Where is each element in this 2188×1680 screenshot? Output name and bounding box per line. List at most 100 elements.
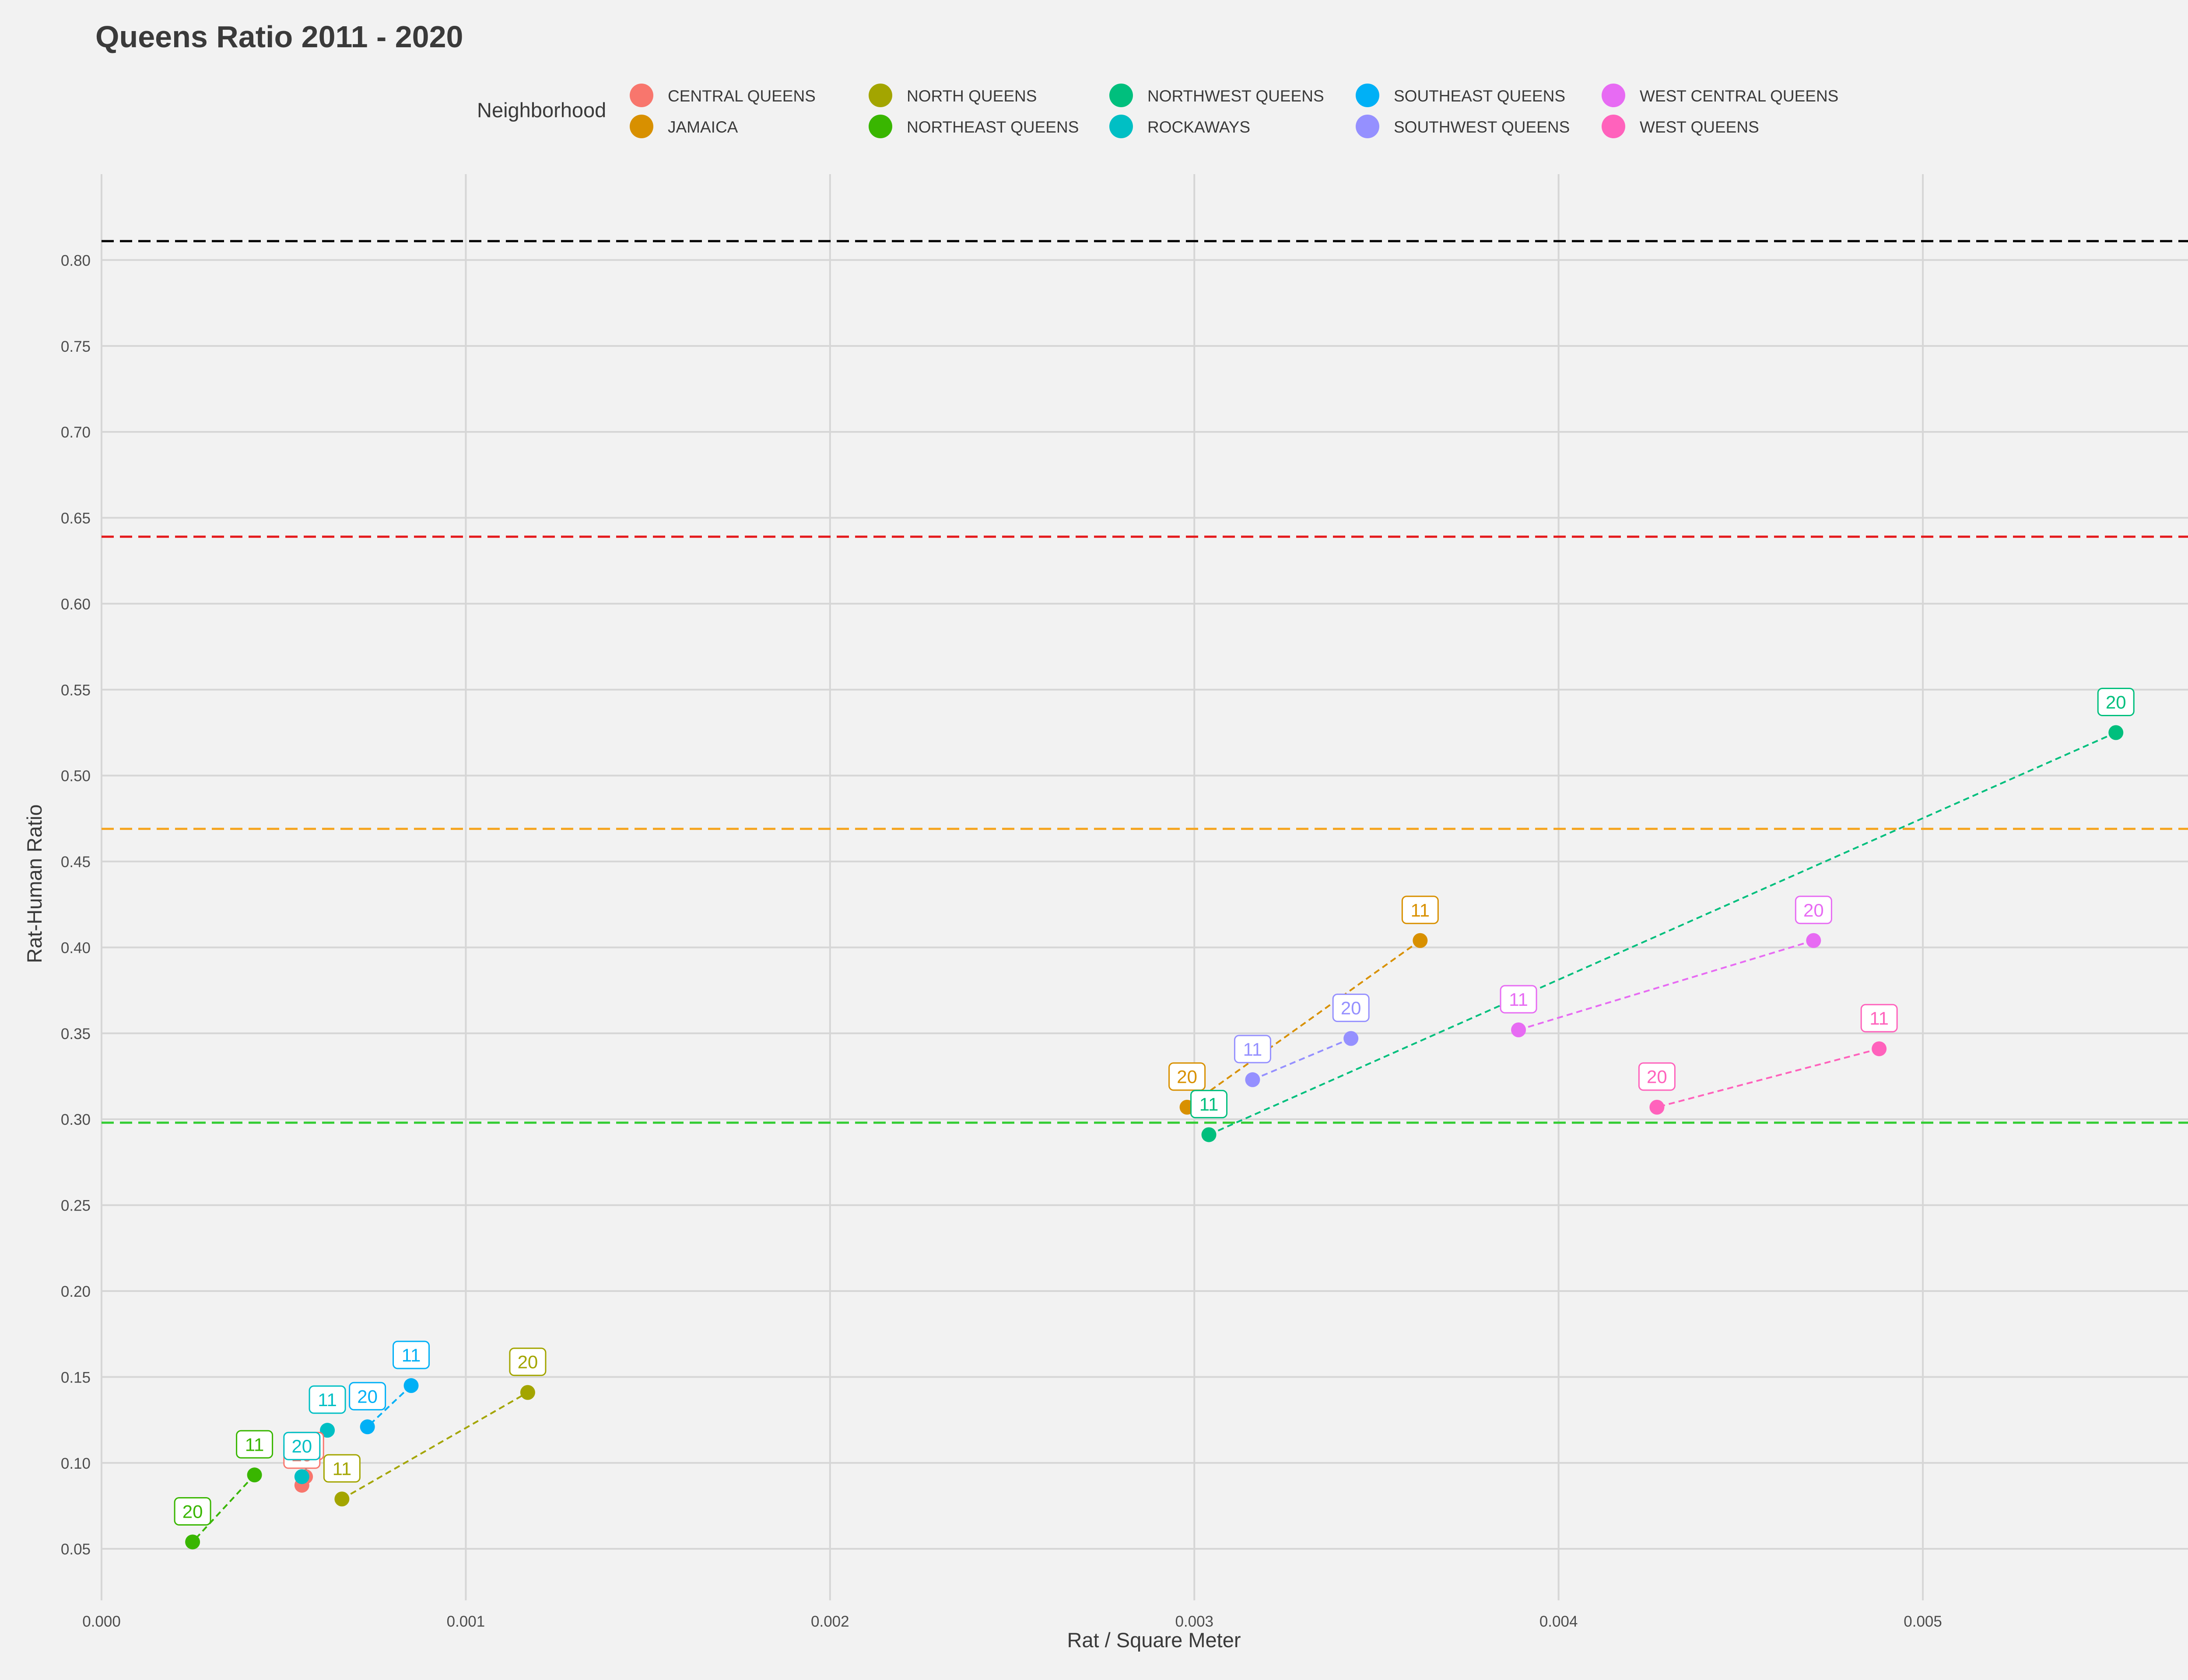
data-point <box>1511 1022 1526 1037</box>
legend-item: WEST QUEENS <box>1602 115 1759 138</box>
x-axis-ticks: 0.000 0.001 0.002 0.003 0.004 0.005 <box>82 1613 1942 1630</box>
legend-key <box>869 84 892 107</box>
data-point <box>1343 1031 1359 1046</box>
legend-label: NORTH QUEENS <box>907 87 1037 105</box>
y-tick-label: 0.60 <box>61 596 91 613</box>
legend-key <box>1109 84 1133 107</box>
y-tick-label: 0.70 <box>61 424 91 441</box>
label-box <box>1500 985 1537 1014</box>
data-point <box>1806 933 1821 948</box>
reference-lines <box>102 240 2188 1124</box>
label-text: 11 <box>1869 1008 1889 1029</box>
label-text: 11 <box>333 1458 352 1479</box>
point-label: 11 <box>393 1340 430 1369</box>
label-text: 20 <box>1341 998 1361 1018</box>
point-label: 11 <box>1234 1035 1271 1064</box>
label-box <box>1795 896 1832 924</box>
legend-label: CENTRAL QUEENS <box>668 87 816 105</box>
point-labels: 1120112011201120112011201120112011201120 <box>174 688 2135 1526</box>
chart-title: Queens Ratio 2011 - 2020 <box>95 20 463 54</box>
label-box <box>174 1497 211 1526</box>
label-box <box>1401 896 1439 924</box>
legend-key <box>1109 115 1133 138</box>
data-point <box>1245 1072 1260 1087</box>
label-text: 11 <box>1243 1039 1262 1060</box>
point-label: 11 <box>1860 1004 1898 1032</box>
point-label: 11 <box>323 1454 361 1483</box>
series-connector <box>341 1392 528 1500</box>
label-text: 20 <box>1803 900 1824 920</box>
legend-label: SOUTHWEST QUEENS <box>1394 118 1570 136</box>
label-text: 11 <box>318 1390 337 1410</box>
legend-key <box>869 115 892 138</box>
point-label: 11 <box>236 1430 274 1459</box>
legend-label: ROCKAWAYS <box>1147 118 1250 136</box>
legend-key <box>630 115 653 138</box>
data-point <box>185 1534 200 1550</box>
y-axis-title: Rat-Human Ratio <box>23 804 46 963</box>
label-text: 11 <box>1411 900 1430 920</box>
legend-item: ROCKAWAYS <box>1109 115 1250 138</box>
y-tick-label: 0.15 <box>61 1369 91 1386</box>
label-text: 20 <box>357 1386 378 1407</box>
data-point <box>334 1491 350 1507</box>
y-tick-label: 0.35 <box>61 1026 91 1043</box>
legend-item: WEST CENTRAL QUEENS <box>1602 84 1838 107</box>
x-tick-label: 0.003 <box>1175 1613 1213 1630</box>
series-connector <box>1518 939 1814 1031</box>
legend-label: NORTHWEST QUEENS <box>1147 87 1324 105</box>
point-label: 20 <box>1332 994 1370 1022</box>
label-text: 20 <box>1177 1067 1197 1087</box>
legend-item: NORTHEAST QUEENS <box>869 115 1079 138</box>
legend-key <box>1356 84 1379 107</box>
data-point <box>1413 933 1428 948</box>
point-label: 20 <box>2097 688 2135 717</box>
legend-title: Neighborhood <box>477 98 606 122</box>
point-label: 20 <box>283 1432 321 1460</box>
y-tick-label: 0.20 <box>61 1283 91 1300</box>
data-point <box>2108 725 2124 740</box>
label-box <box>323 1454 361 1483</box>
legend-key <box>1602 84 1625 107</box>
legend-item: SOUTHWEST QUEENS <box>1356 115 1570 138</box>
legend-item: JAMAICA <box>630 115 738 138</box>
x-axis-title: Rat / Square Meter <box>1067 1628 1241 1652</box>
label-text: 11 <box>1509 989 1528 1010</box>
point-label: 11 <box>1190 1090 1228 1119</box>
axes: 0.000 0.001 0.002 0.003 0.004 0.005 0.050.100… <box>23 252 1942 1652</box>
label-box <box>1190 1090 1228 1119</box>
label-box <box>1332 994 1370 1022</box>
y-tick-label: 0.30 <box>61 1111 91 1128</box>
label-text: 20 <box>1647 1067 1667 1087</box>
point-label: 20 <box>174 1497 211 1526</box>
label-text: 20 <box>182 1501 203 1522</box>
point-label: 20 <box>1638 1062 1676 1091</box>
point-label: 20 <box>349 1382 386 1410</box>
data-point <box>294 1469 309 1484</box>
label-box <box>1168 1062 1206 1091</box>
data-point <box>520 1385 535 1400</box>
point-label: 11 <box>309 1385 346 1414</box>
label-box <box>309 1385 346 1414</box>
point-label: 11 <box>1401 896 1439 924</box>
legend-label: SOUTHEAST QUEENS <box>1394 87 1565 105</box>
label-box <box>2097 688 2135 717</box>
series-connector <box>1252 1037 1351 1081</box>
x-tick-label: 0.000 <box>82 1613 121 1630</box>
y-tick-label: 0.75 <box>61 338 91 355</box>
y-tick-label: 0.65 <box>61 510 91 527</box>
legend-item: SOUTHEAST QUEENS <box>1356 84 1565 107</box>
y-tick-label: 0.40 <box>61 939 91 956</box>
data-point <box>320 1423 335 1438</box>
series-connector <box>1186 940 1421 1108</box>
y-tick-label: 0.55 <box>61 682 91 699</box>
label-box <box>393 1340 430 1369</box>
x-tick-label: 0.004 <box>1539 1613 1578 1630</box>
data-point <box>247 1467 262 1483</box>
label-box <box>236 1430 274 1459</box>
legend-item: NORTHWEST QUEENS <box>1109 84 1324 107</box>
data-point <box>1649 1099 1665 1115</box>
label-text: 11 <box>245 1434 264 1455</box>
label-box <box>1860 1004 1898 1032</box>
